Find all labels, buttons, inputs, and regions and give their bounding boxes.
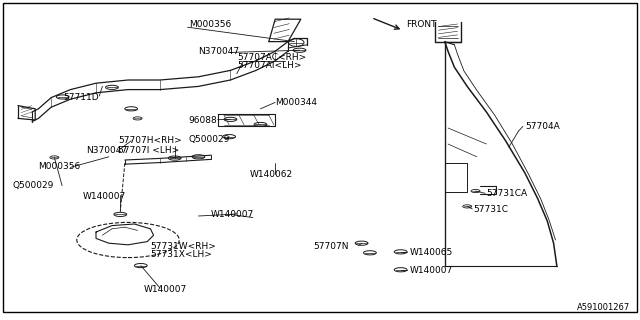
Text: 57711D: 57711D xyxy=(63,93,99,102)
Text: 57707N: 57707N xyxy=(314,242,349,251)
Text: M000356: M000356 xyxy=(189,20,231,28)
Text: W140007: W140007 xyxy=(144,285,188,294)
Text: W140007: W140007 xyxy=(410,266,453,275)
Text: 57731W<RH>: 57731W<RH> xyxy=(150,242,216,251)
Text: 57707I <LH>: 57707I <LH> xyxy=(118,146,180,155)
Text: N370047: N370047 xyxy=(198,47,239,56)
Text: 57731C: 57731C xyxy=(474,205,509,214)
Text: Q500029: Q500029 xyxy=(189,135,230,144)
Text: W140007: W140007 xyxy=(211,210,255,219)
Text: W140062: W140062 xyxy=(250,170,292,179)
Text: W140065: W140065 xyxy=(410,248,453,257)
Text: A591001267: A591001267 xyxy=(577,303,630,312)
Text: 57707H<RH>: 57707H<RH> xyxy=(118,136,182,145)
Text: 57731X<LH>: 57731X<LH> xyxy=(150,250,212,259)
Text: FRONT: FRONT xyxy=(406,20,437,28)
Text: 57707AC<RH>: 57707AC<RH> xyxy=(237,53,306,62)
Text: W140007: W140007 xyxy=(83,192,127,201)
Text: N370047: N370047 xyxy=(86,146,127,155)
Text: Q500029: Q500029 xyxy=(13,181,54,190)
Text: 96088: 96088 xyxy=(189,116,218,124)
Text: M000356: M000356 xyxy=(38,162,81,171)
Text: 57707AI<LH>: 57707AI<LH> xyxy=(237,61,301,70)
Text: 57704A: 57704A xyxy=(525,122,559,131)
Text: 57731CA: 57731CA xyxy=(486,189,527,198)
Text: M000344: M000344 xyxy=(275,98,317,107)
